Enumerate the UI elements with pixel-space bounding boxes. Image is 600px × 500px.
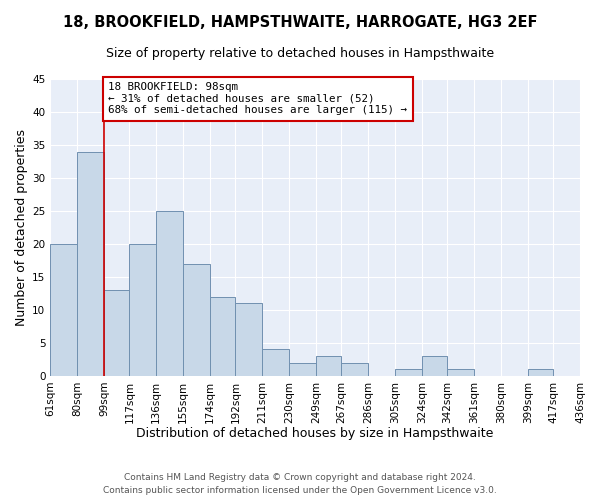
Bar [156,211,183,376]
Bar [104,290,130,376]
Text: Contains public sector information licensed under the Open Government Licence v3: Contains public sector information licen… [103,486,497,495]
Bar [447,370,474,376]
Text: Contains HM Land Registry data © Crown copyright and database right 2024.: Contains HM Land Registry data © Crown c… [124,472,476,482]
Bar [528,370,553,376]
Bar [183,264,210,376]
Bar [395,370,422,376]
Bar [210,296,235,376]
Bar [422,356,447,376]
Bar [262,350,289,376]
Text: 18 BROOKFIELD: 98sqm
← 31% of detached houses are smaller (52)
68% of semi-detac: 18 BROOKFIELD: 98sqm ← 31% of detached h… [108,82,407,116]
Bar [289,362,316,376]
Bar [50,244,77,376]
Bar [341,362,368,376]
Text: Size of property relative to detached houses in Hampsthwaite: Size of property relative to detached ho… [106,48,494,60]
Bar [235,304,262,376]
X-axis label: Distribution of detached houses by size in Hampsthwaite: Distribution of detached houses by size … [136,427,494,440]
Text: 18, BROOKFIELD, HAMPSTHWAITE, HARROGATE, HG3 2EF: 18, BROOKFIELD, HAMPSTHWAITE, HARROGATE,… [63,15,537,30]
Bar [77,152,104,376]
Bar [130,244,156,376]
Bar [316,356,341,376]
Y-axis label: Number of detached properties: Number of detached properties [15,129,28,326]
